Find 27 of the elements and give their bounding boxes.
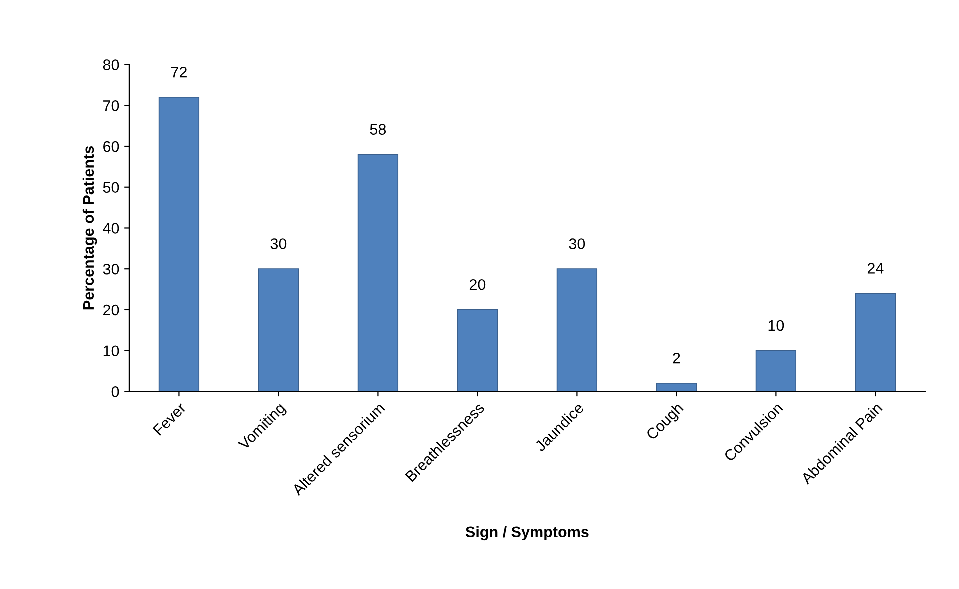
- data-label: 24: [868, 263, 884, 274]
- data-label: 10: [768, 320, 784, 332]
- data-label: 2: [673, 353, 680, 364]
- data-label: 72: [172, 66, 187, 78]
- data-label: 20: [470, 279, 486, 290]
- y-tick-label: 50: [103, 182, 120, 194]
- y-tick-label: 20: [104, 304, 120, 316]
- bar: [656, 383, 698, 392]
- y-tick-label: 70: [104, 100, 120, 112]
- y-tick-label: 60: [104, 141, 120, 152]
- bar: [258, 268, 300, 392]
- bar: [756, 350, 797, 392]
- y-tick-label: 40: [103, 223, 120, 234]
- data-label: 30: [270, 238, 287, 250]
- bar: [158, 97, 200, 392]
- x-axis-title: Sign / Symptoms: [466, 526, 589, 541]
- bar: [457, 310, 498, 392]
- y-tick-label: 30: [103, 264, 120, 275]
- bar: [855, 293, 896, 392]
- y-tick-label: 10: [104, 346, 120, 357]
- y-tick-label: 80: [103, 60, 120, 70]
- bar: [556, 268, 598, 392]
- bar: [358, 154, 399, 392]
- data-label: 30: [569, 238, 586, 250]
- y-tick-label: 0: [112, 386, 120, 398]
- y-axis-title: Percentage of Patients: [82, 146, 98, 310]
- data-label: 58: [370, 124, 386, 135]
